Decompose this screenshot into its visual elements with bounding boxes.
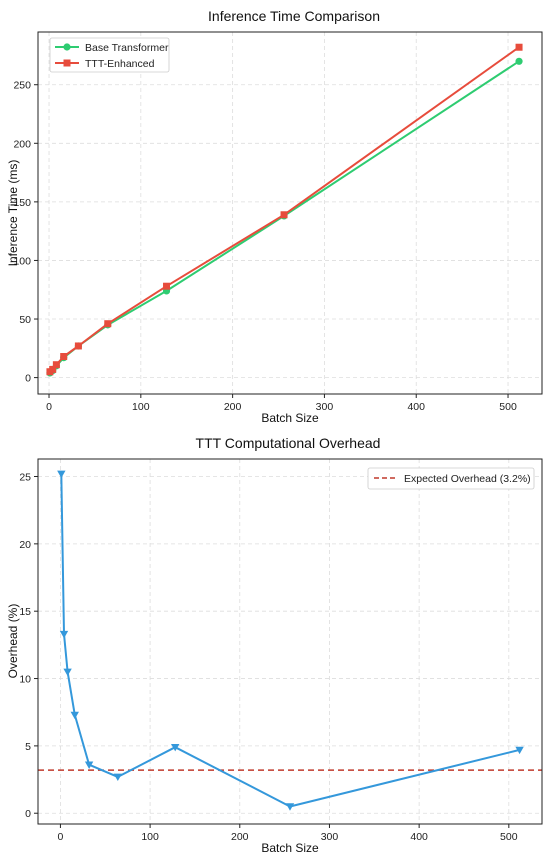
chart1-x-ticks: 0 100 200 300 400 500 [46, 394, 517, 413]
x-tick-label: 300 [316, 401, 334, 413]
data-point [104, 320, 112, 328]
data-point [285, 803, 295, 811]
chart2-plot-frame [37, 458, 543, 825]
chart2-grid [38, 459, 542, 824]
data-point [113, 773, 123, 782]
y-tick-label: 0 [25, 373, 31, 385]
y-tick-label: 25 [19, 472, 31, 484]
chart1-y-axis-label: Inference Time (ms) [6, 160, 20, 267]
chart2-legend-box [367, 467, 535, 490]
x-tick-label: 500 [499, 401, 517, 413]
chart2-x-axis-label: Batch Size [261, 841, 319, 855]
y-tick-label: 50 [19, 314, 31, 326]
series-line [60, 473, 520, 808]
data-point [57, 470, 66, 479]
data-point [515, 746, 524, 755]
chart1-legend-box [49, 37, 170, 73]
data-point [280, 211, 288, 219]
legend-ttt-enhanced-marker [63, 59, 71, 67]
y-tick-label: 20 [19, 539, 31, 551]
x-tick-label: 100 [141, 831, 159, 843]
chart2-y-axis-label: Overhead (%) [6, 604, 20, 679]
x-tick-label: 400 [407, 401, 425, 413]
series-ttt-enhanced [46, 43, 523, 376]
y-tick-label: 200 [13, 138, 31, 150]
x-tick-label: 100 [132, 401, 150, 413]
chart1-series [46, 43, 523, 377]
data-point [59, 630, 69, 639]
chart1-title: Inference Time Comparison [208, 8, 380, 24]
x-tick-label: 0 [57, 831, 63, 843]
chart1-plot-frame [37, 31, 543, 395]
x-tick-label: 0 [46, 401, 52, 413]
chart1-y-ticks: 0 50 100 150 200 250 [13, 80, 38, 385]
chart2-series [57, 470, 524, 811]
legend-ttt-enhanced-label: TTT-Enhanced [85, 58, 155, 70]
data-point [74, 342, 82, 350]
chart2-y-ticks: 0 5 10 15 20 25 [19, 472, 38, 820]
series-overhead [57, 470, 524, 811]
x-tick-label: 500 [500, 831, 518, 843]
chart2-legend: Expected Overhead (3.2%) [367, 467, 535, 490]
y-tick-label: 5 [25, 741, 31, 753]
chart-inference-time: Inference Time Comparison 0 100 200 300 400 5… [6, 8, 543, 425]
data-point [60, 353, 68, 361]
y-tick-label: 15 [19, 606, 31, 618]
chart-ttt-overhead: TTT Computational Overhead 0 100 200 300 400… [6, 435, 543, 855]
data-point [84, 761, 94, 769]
data-point [52, 361, 60, 369]
chart2-x-ticks: 0 100 200 300 400 500 [57, 824, 518, 843]
data-point [70, 711, 79, 720]
data-point [171, 744, 180, 752]
y-tick-label: 0 [25, 808, 31, 820]
chart1-x-axis-label: Batch Size [261, 411, 319, 425]
legend-base-transformer-marker [63, 43, 71, 51]
legend-base-transformer-label: Base Transformer [85, 42, 169, 54]
data-point [163, 282, 171, 290]
y-tick-label: 10 [19, 674, 31, 686]
data-point [515, 57, 523, 65]
chart2-title: TTT Computational Overhead [196, 435, 381, 451]
data-point [49, 365, 57, 373]
x-tick-label: 200 [224, 401, 242, 413]
chart1-grid [38, 32, 542, 394]
data-point [63, 668, 72, 677]
legend-expected-overhead-label: Expected Overhead (3.2%) [404, 473, 531, 485]
y-tick-label: 250 [13, 80, 31, 92]
y-tick-label: 150 [13, 197, 31, 209]
y-tick-label: 100 [13, 255, 31, 267]
x-tick-label: 400 [410, 831, 428, 843]
x-tick-label: 300 [321, 831, 339, 843]
data-point [515, 43, 523, 51]
x-tick-label: 200 [231, 831, 249, 843]
series-line [49, 46, 520, 373]
chart1-legend: Base Transformer TTT-Enhanced [49, 37, 170, 73]
